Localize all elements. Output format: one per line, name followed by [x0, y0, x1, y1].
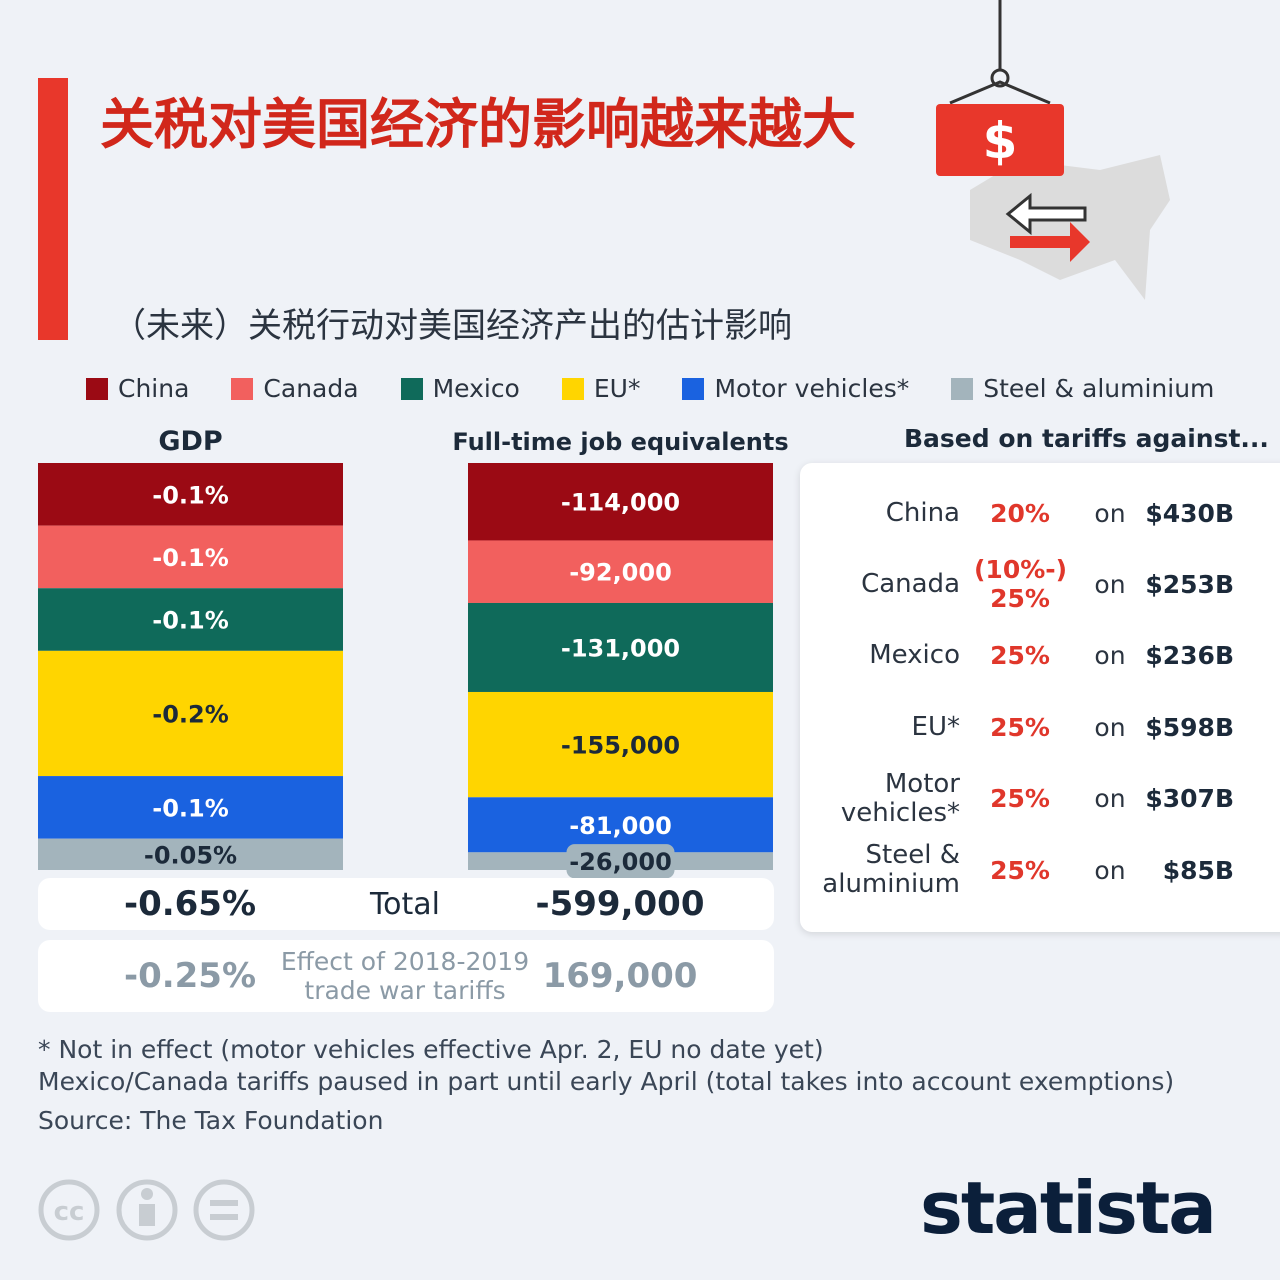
icon: $: [936, 0, 1170, 300]
table-row: Steel & aluminium 25% on $85B: [800, 834, 1280, 906]
bar-segment: [468, 691, 773, 798]
total-value: -599,000: [535, 883, 705, 924]
bar-segment: [38, 463, 343, 526]
bar-segment: [468, 602, 773, 692]
value-label: -131,000: [561, 634, 680, 662]
legend-label: China: [118, 374, 190, 403]
rate: (10%-) 25%: [974, 555, 1068, 614]
legend-item: China: [86, 374, 189, 403]
on: on: [1094, 498, 1126, 528]
rate: 25%: [990, 855, 1050, 885]
value-label: -26,000: [569, 848, 672, 876]
legend-label: Motor vehicles*: [714, 374, 910, 403]
legend-swatch: [951, 377, 974, 400]
bar-segment: [38, 588, 343, 651]
table-row: EU* 25% on $598B: [800, 691, 1280, 763]
country: China: [885, 497, 960, 528]
legend-item: Canada: [231, 374, 359, 403]
legend-item: Motor vehicles*: [682, 374, 909, 403]
bar-segment: [468, 540, 773, 603]
bar-segment: [468, 463, 773, 541]
notes: * Not in effect (motor vehicles effectiv…: [38, 1034, 1174, 1098]
value-label: -0.05%: [144, 841, 237, 869]
value-label: -81,000: [569, 812, 672, 840]
on: on: [1094, 641, 1126, 671]
value-label: -0.2%: [152, 700, 229, 728]
country: Motor vehicles*: [840, 768, 960, 828]
on: on: [1094, 569, 1126, 599]
value-label: -0.1%: [152, 794, 229, 822]
amount: $598B: [1145, 712, 1234, 742]
note: Mexico/Canada tariffs paused in part unt…: [38, 1067, 1175, 1096]
table-row: China 20% on $430B: [800, 477, 1280, 549]
on: on: [1094, 712, 1126, 742]
total-value: -0.65%: [123, 883, 257, 924]
legend-label: Mexico: [432, 374, 520, 403]
country: Steel & aluminium: [822, 840, 960, 899]
legend-swatch: [86, 377, 108, 400]
total-box: [38, 878, 774, 930]
note: * Not in effect (motor vehicles effectiv…: [38, 1035, 824, 1064]
amount: $85B: [1162, 855, 1234, 885]
value-label: -155,000: [561, 732, 680, 760]
category-label: Full-time job equivalents: [452, 428, 788, 456]
category-label: GDP: [158, 426, 222, 457]
country: Mexico: [869, 640, 960, 671]
on: on: [1094, 784, 1126, 814]
total-value: 169,000: [542, 955, 698, 996]
bar-segment: [38, 650, 343, 777]
legend-swatch: [682, 377, 705, 400]
svg-text:cc: cc: [54, 1197, 85, 1227]
legend-item: Mexico: [400, 374, 520, 403]
trade-box: [38, 940, 774, 1012]
amount: $430B: [1145, 498, 1234, 528]
on: on: [1094, 855, 1126, 885]
subtitle: （未来）关税行动对美国经济产出的估计影响: [112, 306, 792, 346]
value-label: -92,000: [569, 559, 672, 587]
table-row: Motor vehicles* 25% on $307B: [800, 763, 1280, 835]
rate: 20%: [990, 498, 1050, 528]
total-value: -0.25%: [123, 955, 257, 996]
title: 关税对美国经济的影响越来越大: [100, 93, 856, 156]
legend-label: Steel & aluminium: [983, 374, 1215, 403]
legend-swatch: [561, 377, 584, 400]
bar-segment: [38, 525, 343, 589]
tariff-table: China 20% on $430B Canada (10%-) 25% on $253B Me…: [800, 463, 1280, 932]
legend-swatch: [231, 377, 254, 400]
value-label: -114,000: [561, 489, 680, 517]
amount: $307B: [1145, 784, 1234, 814]
country: Canada: [861, 568, 960, 599]
source: Source: The Tax Foundation: [38, 1106, 384, 1135]
bar-segment: [38, 776, 343, 839]
value-label: -0.1%: [152, 607, 229, 635]
rate: 25%: [990, 641, 1050, 671]
total-label: Effect of 2018-2019 trade war tariffs: [280, 947, 530, 1005]
accent-bar: [38, 78, 68, 340]
brand: statista: [920, 1166, 1217, 1250]
legend-label: Canada: [263, 374, 359, 403]
legend-swatch: [400, 377, 423, 400]
country: EU*: [911, 711, 960, 742]
legend: China Canada Mexico EU* Motor vehicles* Steel…: [86, 374, 1256, 404]
legend-item: Steel & aluminium: [951, 374, 1214, 403]
bar-segment: [468, 797, 773, 853]
legend-label: EU*: [593, 374, 641, 403]
license-icons: cc: [38, 1179, 255, 1241]
table-row: Canada (10%-) 25% on $253B: [800, 548, 1280, 620]
rate: 25%: [990, 784, 1050, 814]
amount: $253B: [1145, 569, 1234, 599]
value-label: -0.1%: [152, 481, 229, 509]
table-title: Based on tariffs against...: [904, 424, 1269, 453]
total-label: Total: [369, 886, 441, 922]
bars: GDP -0.1% -0.1% -0.1% -0.2% -0.1% -0.05% Full-t…: [38, 426, 789, 879]
rate: 25%: [990, 712, 1050, 742]
label-pill: [566, 844, 675, 879]
amount: $236B: [1145, 641, 1234, 671]
table-row: Mexico 25% on $236B: [800, 620, 1280, 692]
legend-item: EU*: [561, 374, 641, 403]
value-label: -0.1%: [152, 544, 229, 572]
svg-text:$: $: [983, 112, 1018, 170]
bar-segment: [38, 838, 343, 870]
